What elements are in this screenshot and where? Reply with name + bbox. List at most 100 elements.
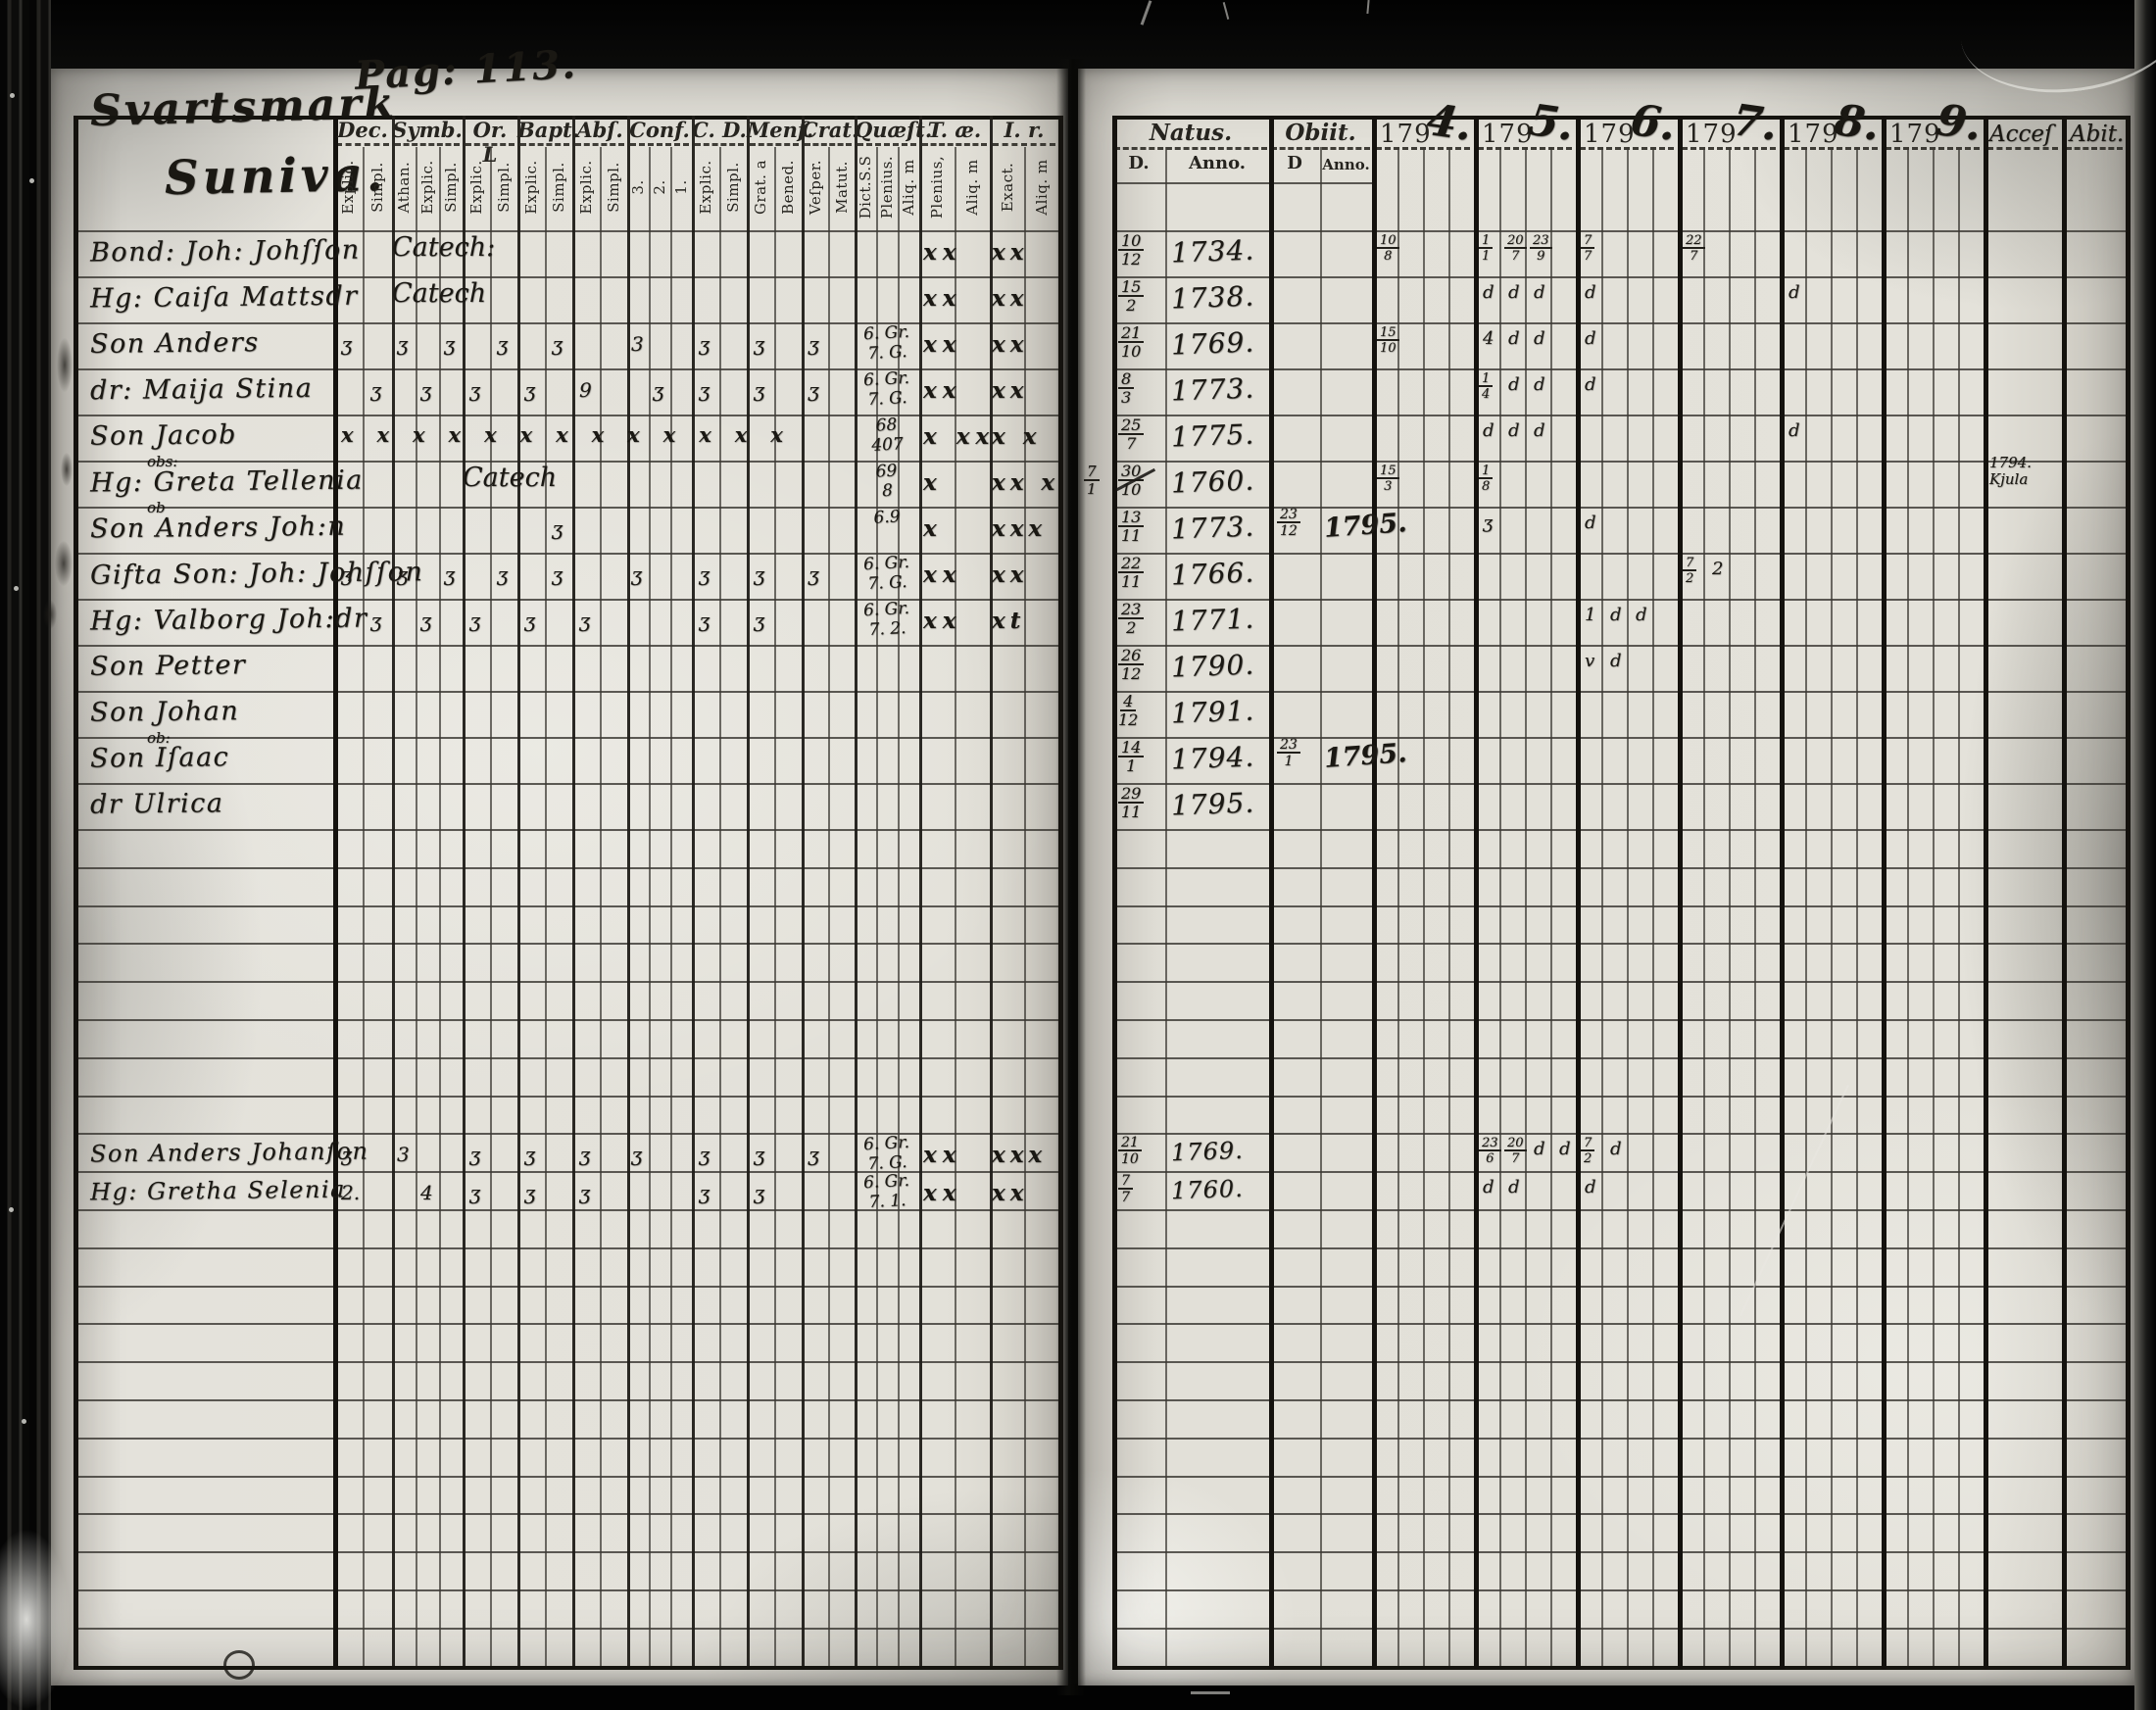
communion-mark: d: [1585, 513, 1596, 533]
column-group-label: C. D.: [692, 118, 747, 142]
natus-year: 1766.: [1170, 556, 1255, 592]
column-sub-label-text: Simpl.: [442, 162, 460, 213]
acces-header: Acceſ: [1989, 122, 2053, 147]
natus-day-top: 7: [1118, 1174, 1133, 1191]
natus-day-bottom: 7: [1121, 1190, 1130, 1206]
natus-day-bottom: 1: [1126, 757, 1137, 776]
natus-day-bottom: 11: [1121, 526, 1142, 546]
exam-mark: ʒ: [699, 1143, 710, 1166]
column-sub-label-text: Simpl.: [368, 162, 386, 213]
communion-date-mark-bottom: 3: [1384, 479, 1393, 495]
grid-line-h: [74, 599, 1058, 601]
exam-mark: ʒ: [370, 378, 382, 402]
grid-line-v: [876, 147, 878, 1666]
grid-line-h: [1112, 1056, 2126, 1059]
natus-day: 21 10: [1118, 324, 1145, 361]
exam-mark: ʒ: [808, 332, 819, 356]
grid-line-v: [1933, 147, 1935, 1666]
grid-line-h: [1112, 415, 2126, 416]
communion-date-mark-bottom: 10: [1380, 341, 1396, 357]
grid-line-v: [1678, 116, 1683, 1670]
communion-mark: d: [1483, 282, 1494, 303]
quaest-mark-line: 6. Gr.: [862, 1170, 910, 1194]
grid-line-v: [1448, 147, 1450, 1666]
grid-line-h: [74, 1437, 1058, 1440]
quaest-mark: 6. Gr. 7. G.: [856, 1132, 918, 1174]
grid-line-h: [74, 1056, 1058, 1059]
grid-line-h: [1112, 1133, 2126, 1136]
exam-mark: ʒ: [341, 332, 353, 356]
communion-date-mark-bottom: 7: [1511, 249, 1520, 265]
communion-date-mark-top: 22: [1683, 234, 1705, 250]
grid-line-h: [1112, 691, 2126, 693]
communion-date-mark-bottom: 4: [1482, 387, 1491, 403]
photo-border-top: [0, 0, 2156, 69]
natus-day-top: 29: [1118, 785, 1145, 805]
catech-note: Catech: [392, 278, 487, 309]
communion-date-mark-top: 7: [1683, 557, 1697, 572]
grid-line-h: [74, 981, 1058, 984]
natus-day-top: 10: [1118, 232, 1145, 252]
natus-day-bottom: 10: [1121, 1151, 1139, 1168]
column-sub-label: Aliq. m: [1024, 147, 1058, 227]
communion-date-mark-top: 23: [1479, 1137, 1501, 1152]
column-sub-label-text: Athan.: [395, 161, 413, 214]
communion-date-mark-bottom: 2: [1686, 571, 1694, 587]
row-name: Hg: Gretha Selenia: [89, 1175, 346, 1206]
obiit-day-top: 23: [1277, 738, 1300, 755]
grid-line-h: [74, 1209, 1058, 1211]
natus-day-top: 8: [1118, 370, 1135, 390]
column-sub-label: Grat. a: [747, 147, 774, 227]
tae-mark: x: [923, 469, 943, 496]
page-edge-right: [2134, 0, 2156, 1710]
natus-day-top: 22: [1118, 555, 1145, 574]
year-header-script-digit: 8.: [1831, 95, 1884, 151]
grid-line-h: [1112, 507, 2126, 509]
grid-line-v: [919, 116, 922, 1666]
column-sub-label: Simpl.: [600, 147, 627, 227]
natus-day-bottom: 2: [1126, 296, 1137, 316]
natus-anno-subheader: Anno.: [1188, 153, 1247, 173]
row-name: Hg: Caiſa Mattsdr: [89, 280, 359, 315]
grid-line-h: [1112, 553, 2126, 555]
communion-date-mark: 20 7: [1504, 1137, 1527, 1166]
grid-line-h: [74, 1019, 1058, 1021]
grid-line-h: [74, 943, 1058, 946]
row-name: Son Anders Joh:n: [89, 511, 347, 545]
grid-line-v: [828, 147, 830, 1666]
header-dash: [750, 143, 799, 146]
natus-day-subheader: D.: [1128, 153, 1150, 173]
grid-line-h: [74, 1361, 1058, 1364]
grid-line-h: [1112, 599, 2126, 601]
ir-mark: xx: [992, 377, 1029, 404]
natus-year: 1795.: [1170, 786, 1255, 822]
exam-mark: ʒ: [699, 378, 710, 402]
row-name: Son Petter: [89, 650, 247, 682]
column-group-label: Crat.: [802, 118, 859, 142]
natus-day-bottom: 11: [1121, 572, 1142, 592]
grid-line-v: [1831, 147, 1833, 1666]
column-sub-label-text: Explic.: [697, 160, 714, 215]
quaest-mark-line: 407: [870, 434, 905, 456]
communion-date-mark-top: 1: [1479, 372, 1494, 388]
ir-mark: xxx: [992, 515, 1048, 542]
obiit-anno-subheader: Anno.: [1322, 156, 1370, 173]
header-dash: [1987, 147, 2058, 150]
communion-date-mark: 20 7: [1504, 234, 1527, 264]
quaest-mark-line: 7. 2.: [868, 618, 906, 640]
column-sub-label: Plenius.: [876, 147, 898, 227]
natus-day-top: 4: [1120, 693, 1137, 712]
grid-line-v: [1627, 147, 1629, 1666]
column-sub-label-text: Explic.: [467, 160, 485, 215]
obiit-day-top: 23: [1277, 508, 1300, 524]
acces-note-line: 1794.: [1989, 454, 2032, 471]
communion-date-mark-bottom: 7: [1584, 249, 1592, 265]
grid-line-h: [74, 737, 1058, 739]
quaest-mark-line: 7. 1.: [868, 1191, 906, 1212]
grid-line-h: [1112, 1323, 2126, 1326]
column-sub-label-text: Explic.: [339, 160, 357, 215]
natus-year: 1773.: [1170, 510, 1255, 546]
header-dash: [575, 143, 624, 146]
ink-smudge: [43, 600, 57, 629]
